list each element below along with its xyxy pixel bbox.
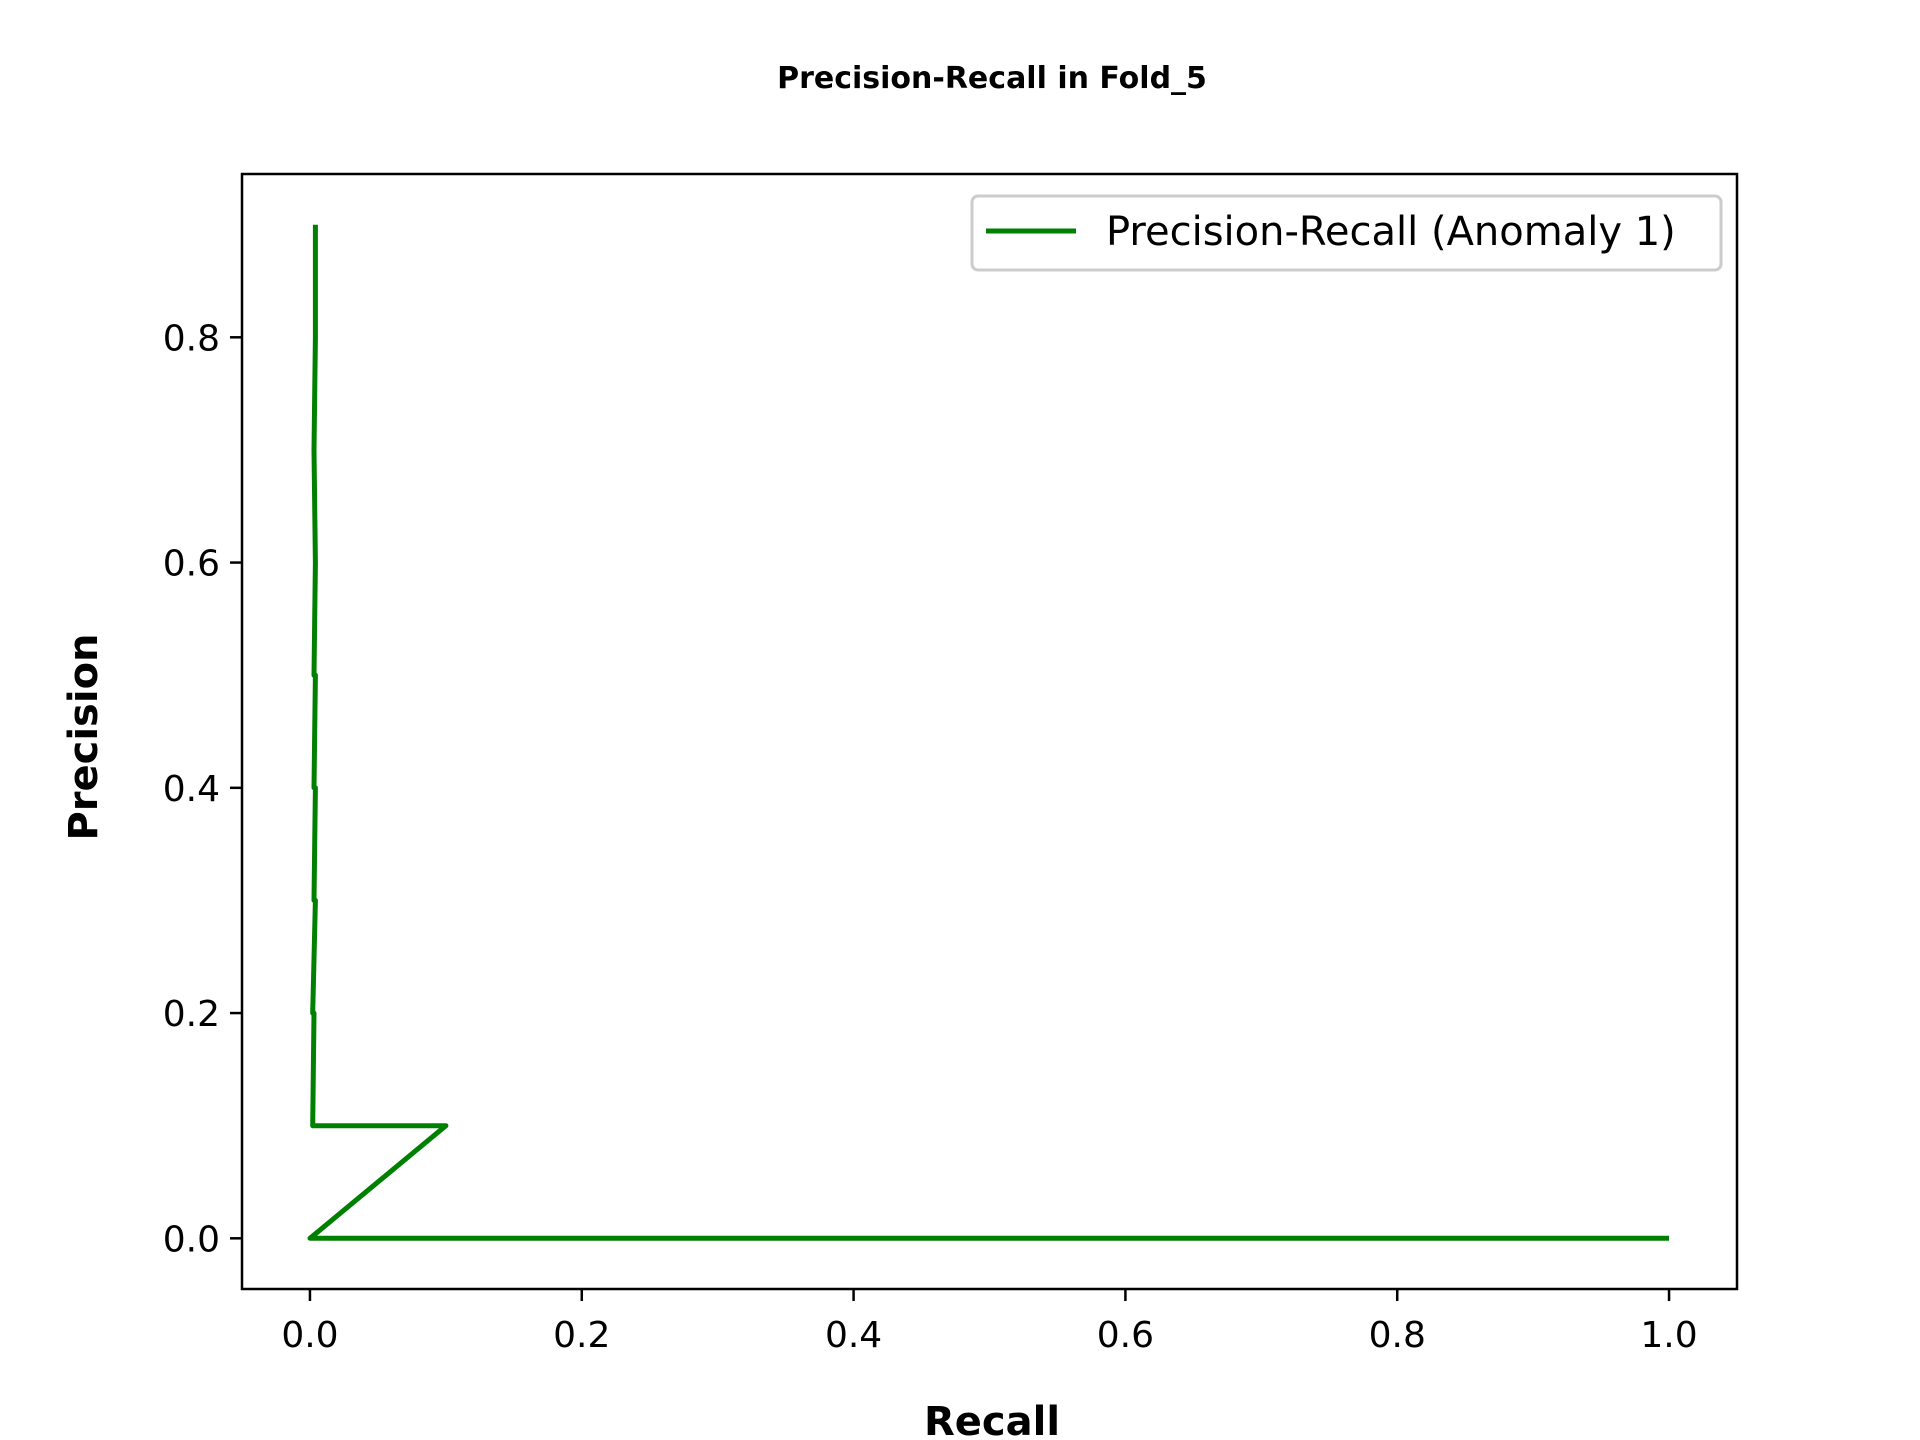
plot-background — [242, 174, 1737, 1289]
x-tick-label: 0.2 — [553, 1315, 610, 1356]
y-axis-ticks: 0.0 0.2 0.4 0.6 0.8 — [163, 318, 242, 1260]
plot-area — [240, 172, 1739, 1291]
x-tick-label: 0.6 — [1097, 1315, 1154, 1356]
plot-frame — [240, 172, 1739, 1291]
chart-title: Precision-Recall in Fold_5 — [777, 61, 1207, 96]
x-tick-label: 0.8 — [1369, 1315, 1426, 1356]
x-tick-label: 0.4 — [825, 1315, 882, 1356]
y-tick-label: 0.8 — [163, 318, 220, 359]
y-tick-label: 0.4 — [163, 769, 220, 810]
legend-box — [970, 194, 1723, 272]
y-tick-label: 0.0 — [163, 1219, 220, 1260]
series-line-0 — [307, 224, 1669, 1241]
y-tick-label: 0.2 — [163, 994, 220, 1035]
x-tick-label: 1.0 — [1640, 1315, 1697, 1356]
legend-entry-label: Precision-Recall (Anomaly 1) — [1106, 209, 1676, 255]
y-axis-title: Precision — [61, 633, 107, 840]
x-axis-title: Recall — [924, 1399, 1060, 1440]
legend: Precision-Recall (Anomaly 1) — [970, 194, 1723, 272]
x-axis-ticks: 0.0 0.2 0.4 0.6 0.8 1.0 — [281, 1289, 1698, 1356]
x-tick-label: 0.0 — [281, 1315, 338, 1356]
y-tick-label: 0.6 — [163, 544, 220, 585]
